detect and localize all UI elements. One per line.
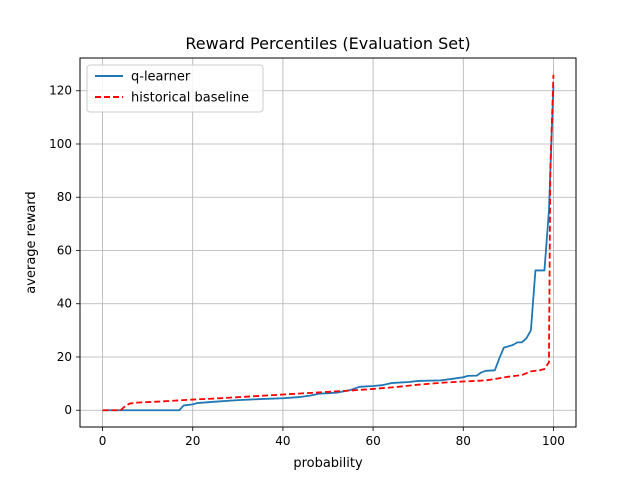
series-layer [102, 74, 555, 412]
x-tick-label: 80 [456, 434, 471, 448]
chart-title: Reward Percentiles (Evaluation Set) [185, 34, 470, 53]
y-tick-label: 60 [57, 243, 72, 257]
x-tick-label: 20 [185, 434, 200, 448]
ticks: 0 20 40 60 80 100 0 20 40 60 80 100 120 [49, 84, 565, 448]
y-tick-label: 100 [49, 137, 72, 151]
legend: q-learner historical baseline [86, 64, 264, 113]
legend-box [86, 64, 264, 113]
x-tick-label: 40 [275, 434, 290, 448]
grid [80, 58, 576, 427]
plot-frame [79, 57, 577, 428]
y-tick-label: 0 [64, 403, 72, 417]
y-tick-label: 20 [57, 350, 72, 364]
y-tick-label: 120 [49, 84, 72, 98]
legend-label-q-learner: q-learner [131, 70, 191, 85]
x-tick-label: 100 [542, 434, 565, 448]
legend-label-historical-baseline: historical baseline [131, 91, 249, 106]
x-axis-label: probability [293, 456, 363, 471]
series-line-historical-baseline [102, 74, 555, 412]
series-line-q-learner [102, 85, 555, 412]
y-tick-label: 40 [57, 297, 72, 311]
y-tick-label: 80 [57, 190, 72, 204]
x-tick-label: 0 [99, 434, 107, 448]
x-tick-label: 60 [365, 434, 380, 448]
y-axis-label: average reward [24, 191, 39, 293]
